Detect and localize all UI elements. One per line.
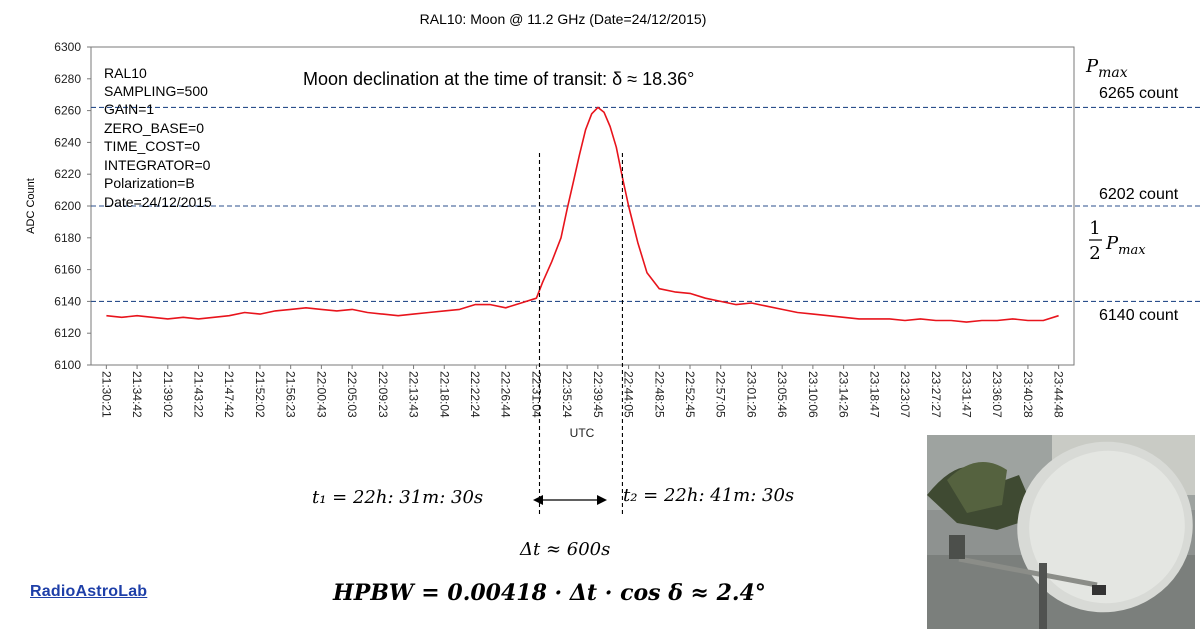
- y-tick-label: 6120: [54, 326, 81, 340]
- info-line: Date=24/12/2015: [104, 194, 212, 210]
- y-tick-label: 6160: [54, 263, 81, 277]
- x-tick-label: 23:27:27: [929, 371, 943, 418]
- x-tick-label: 23:31:47: [959, 371, 973, 418]
- info-line: TIME_COST=0: [104, 138, 200, 154]
- x-tick-label: 22:22:24: [468, 371, 482, 418]
- x-tick-label: 22:13:43: [407, 371, 421, 418]
- y-tick-label: 6300: [54, 40, 81, 54]
- x-tick-label: 23:18:47: [867, 371, 881, 418]
- x-tick-label: 23:23:07: [898, 371, 912, 418]
- x-tick-label: 21:34:42: [130, 371, 144, 418]
- x-tick-label: 22:57:05: [714, 371, 728, 418]
- x-tick-label: 23:10:06: [806, 371, 820, 418]
- series-line: [106, 106, 1059, 323]
- y-tick-label: 6180: [54, 231, 81, 245]
- x-tick-label: 23:44:48: [1052, 371, 1066, 418]
- half-numerator: 1: [1089, 218, 1100, 239]
- x-tick-label: 21:39:02: [161, 371, 175, 418]
- half-denominator: 2: [1089, 243, 1100, 264]
- x-tick-label: 22:26:44: [499, 371, 513, 418]
- y-axis: 6100 6120 6140 6160 6180 6200 6220 6240 6260 6280…: [54, 40, 91, 372]
- series-layer: [106, 106, 1059, 323]
- half-pmax-p: Pmax: [1105, 233, 1146, 258]
- info-line: SAMPLING=500: [104, 83, 208, 99]
- y-tick-label: 6100: [54, 358, 81, 372]
- count-label-half: 6202 count: [1099, 186, 1179, 203]
- y-tick-label: 6240: [54, 135, 81, 149]
- y-tick-label: 6200: [54, 199, 81, 213]
- x-tick-label: 23:01:26: [744, 371, 758, 418]
- x-tick-label: 22:09:23: [376, 371, 390, 418]
- half-pmax-label: 1 2 Pmax: [1089, 218, 1146, 264]
- t1-label: t₁ = 22h: 31m: 30s: [312, 487, 483, 508]
- y-tick-label: 6220: [54, 167, 81, 181]
- x-tick-label: 21:52:02: [253, 371, 267, 418]
- t2-label: t₂ = 22h: 41m: 30s: [623, 485, 794, 506]
- x-tick-label: 21:56:23: [284, 371, 298, 418]
- y-tick-label: 6260: [54, 104, 81, 118]
- x-axis-label: UTC: [570, 426, 595, 440]
- x-tick-label: 21:47:42: [222, 371, 236, 418]
- pmax-label: Pmax: [1085, 56, 1128, 81]
- x-tick-label: 21:30:21: [99, 371, 113, 418]
- x-tick-label: 23:05:46: [775, 371, 789, 418]
- x-axis: 21:30:21 21:34:42 21:39:02 21:43:22 21:47:42…: [99, 365, 1066, 418]
- info-box: RAL10 SAMPLING=500 GAIN=1 ZERO_BASE=0 TI…: [104, 65, 212, 210]
- x-tick-label: 23:14:26: [837, 371, 851, 418]
- y-tick-label: 6140: [54, 294, 81, 308]
- y-tick-label: 6280: [54, 72, 81, 86]
- x-tick-label: 22:05:03: [345, 371, 359, 418]
- satellite-dish-photo: [927, 435, 1195, 629]
- x-tick-label: 22:35:24: [560, 371, 574, 418]
- x-tick-label: 22:00:43: [314, 371, 328, 418]
- x-tick-label: 22:52:45: [683, 371, 697, 418]
- count-label-peak: 6265 count: [1099, 85, 1179, 102]
- x-tick-label: 22:44:05: [622, 371, 636, 418]
- info-line: Polarization=B: [104, 175, 195, 191]
- x-tick-label: 22:31:04: [529, 371, 543, 418]
- reference-lines: [91, 106, 1200, 302]
- vertical-markers: [538, 153, 623, 515]
- info-line: RAL10: [104, 65, 147, 81]
- hpbw-formula: HPBW = 0.00418 · Δt · cos δ ≈ 2.4°: [332, 580, 766, 606]
- info-line: ZERO_BASE=0: [104, 120, 204, 136]
- x-tick-label: 23:40:28: [1021, 371, 1035, 418]
- delta-arrow: [533, 495, 607, 505]
- radioastrolab-logo: RadioAstroLab: [30, 583, 148, 600]
- y-axis-label: ADC Count: [25, 178, 37, 234]
- x-tick-label: 22:39:45: [591, 371, 605, 418]
- declination-annotation: Moon declination at the time of transit:…: [303, 69, 694, 89]
- x-tick-label: 23:36:07: [990, 371, 1004, 418]
- x-tick-label: 22:48:25: [652, 371, 666, 418]
- x-tick-label: 22:18:04: [437, 371, 451, 418]
- info-line: GAIN=1: [104, 101, 154, 117]
- count-label-baseline: 6140 count: [1099, 307, 1179, 324]
- chart-title: RAL10: Moon @ 11.2 GHz (Date=24/12/2015): [420, 11, 707, 27]
- delta-t-label: Δt ≈ 600s: [519, 539, 610, 560]
- info-line: INTEGRATOR=0: [104, 157, 211, 173]
- x-tick-label: 21:43:22: [192, 371, 206, 418]
